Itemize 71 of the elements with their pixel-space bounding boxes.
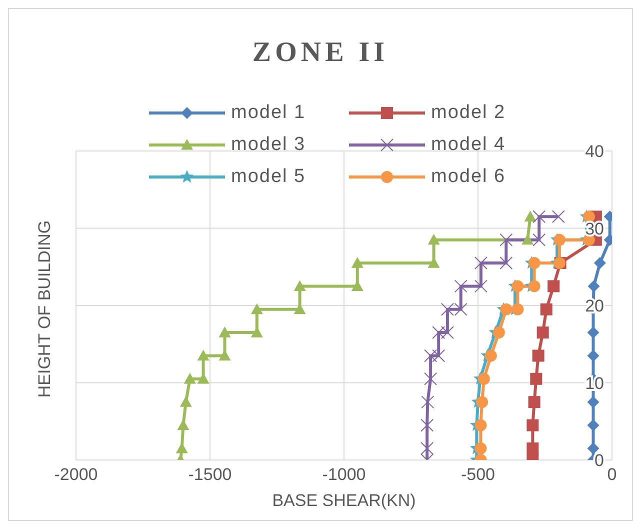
point: [587, 396, 600, 408]
point: [476, 396, 488, 408]
point: [553, 234, 566, 246]
legend-label: model 4: [431, 134, 506, 156]
point: [500, 233, 513, 246]
point: [180, 396, 192, 407]
y-axis-title: HEIGHT OF BUILDING: [35, 220, 55, 398]
point: [428, 234, 440, 245]
point: [524, 210, 536, 222]
point: [528, 257, 540, 270]
point: [587, 350, 600, 362]
point: [532, 210, 546, 224]
point: [424, 349, 438, 362]
x-axis-title: BASE SHEAR(KN): [272, 491, 416, 510]
point: [530, 372, 542, 385]
point: [197, 350, 210, 361]
point: [421, 396, 434, 409]
point: [526, 419, 539, 432]
x-tick-label: -500: [460, 465, 496, 484]
legend-label: model 6: [431, 166, 506, 188]
point: [492, 326, 505, 339]
point: [536, 326, 549, 339]
point: [250, 303, 263, 314]
point: [351, 257, 364, 268]
legend-label: model 3: [231, 134, 306, 156]
x-tick-label: -1500: [188, 465, 232, 484]
point: [440, 326, 454, 340]
point: [420, 442, 434, 455]
point: [512, 303, 524, 316]
point: [474, 256, 488, 270]
point: [484, 350, 497, 362]
point: [532, 233, 546, 246]
point: [454, 280, 468, 293]
point: [587, 326, 600, 339]
point: [420, 418, 434, 432]
legend-label: model 1: [231, 102, 306, 124]
point: [587, 419, 600, 432]
point: [582, 210, 595, 223]
chart-title: ZONE II: [251, 37, 390, 69]
point: [500, 303, 512, 316]
point: [512, 280, 524, 292]
point: [432, 326, 446, 340]
point: [218, 326, 231, 338]
point: [478, 372, 490, 385]
legend-label: model 2: [431, 102, 506, 124]
point: [528, 396, 540, 408]
point: [177, 419, 190, 430]
point: [294, 280, 306, 291]
point: [474, 442, 487, 454]
point: [474, 280, 488, 293]
point: [424, 372, 438, 386]
point: [587, 442, 600, 454]
point: [552, 210, 565, 224]
point: [528, 280, 540, 292]
point: [532, 350, 544, 362]
point: [500, 256, 513, 270]
point: [522, 234, 534, 245]
point: [548, 280, 560, 292]
point: [540, 303, 552, 316]
point: [588, 280, 600, 292]
x-tick-label: -1000: [322, 465, 366, 484]
y-tick-label: 0: [594, 451, 604, 470]
point: [184, 372, 196, 384]
legend-label: model 5: [231, 166, 306, 188]
x-tick-label: -2000: [54, 465, 98, 484]
y-tick-label: 40: [585, 142, 604, 162]
point: [526, 442, 539, 454]
point: [432, 349, 446, 362]
x-tick-label: 0: [607, 465, 617, 484]
point: [474, 419, 487, 432]
point: [594, 257, 606, 270]
